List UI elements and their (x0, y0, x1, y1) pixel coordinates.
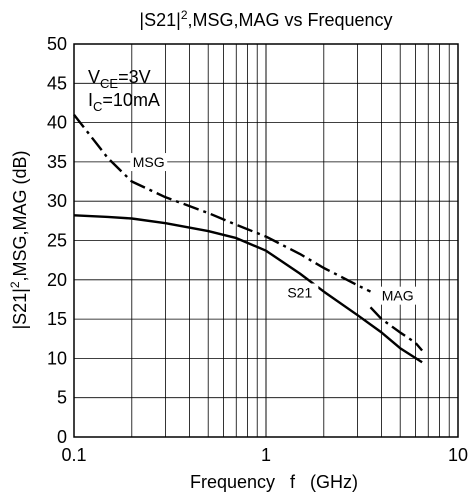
x-tick-labels: 0.1 1 10 (61, 445, 468, 465)
y-tick-label-7: 35 (47, 152, 67, 172)
ylabel-part-2: ,MSG,MAG (dB) (10, 150, 30, 281)
curve-label-bg-msg (130, 153, 168, 172)
x-tick-label-1: 1 (261, 445, 271, 465)
series-line-msg (73, 113, 372, 293)
series-layer (73, 113, 424, 364)
y-tick-label-6: 30 (47, 191, 67, 211)
y-tick-label-3: 15 (47, 309, 67, 329)
y-tick-label-8: 40 (47, 113, 67, 133)
ic-subscript: C (93, 99, 102, 114)
curve-label-s21: S21 (287, 285, 312, 301)
title-part-2: ,MSG,MAG vs Frequency (188, 10, 393, 30)
series-line-mag (369, 306, 424, 352)
curve-label-msg: MSG (133, 154, 165, 170)
y-axis-label: |S21|2,MSG,MAG (dB) (8, 150, 30, 329)
ylabel-part-1: |S21| (10, 288, 30, 329)
chart-title: |S21|2,MSG,MAG vs Frequency (139, 8, 392, 30)
y-tick-label-9: 45 (47, 73, 67, 93)
y-tick-label-2: 10 (47, 348, 67, 368)
curve-label-bg-mag (379, 286, 417, 305)
title-part-1: |S21| (139, 10, 180, 30)
x-tick-label-0: 0.1 (61, 445, 86, 465)
ic-value: =10mA (102, 90, 160, 110)
series-line-s21 (73, 214, 423, 364)
condition-ic: IC=10mA (88, 90, 160, 114)
vce-symbol: V (88, 67, 100, 87)
y-tick-label-5: 25 (47, 231, 67, 251)
curve-label-mag: MAG (382, 288, 414, 304)
y-tick-label-1: 5 (57, 388, 67, 408)
condition-vce: VCE=3V (88, 67, 151, 91)
x-tick-label-2: 10 (448, 445, 468, 465)
vce-subscript: CE (100, 76, 118, 91)
ylabel-superscript: 2 (8, 281, 22, 288)
y-tick-label-0: 0 (57, 427, 67, 447)
title-superscript: 2 (181, 8, 188, 22)
plot-frame (73, 43, 459, 438)
curve-label-bg-s21 (281, 283, 319, 302)
y-tick-labels: 0 5 10 15 20 25 30 35 40 45 50 (47, 34, 67, 447)
curve-labels: MSG S21 MAG (130, 153, 417, 305)
x-axis-label: Frequency f (GHz) (190, 472, 358, 492)
y-tick-label-10: 50 (47, 34, 67, 54)
vce-value: =3V (118, 67, 151, 87)
y-tick-label-4: 20 (47, 270, 67, 290)
ic-symbol: I (88, 90, 93, 110)
